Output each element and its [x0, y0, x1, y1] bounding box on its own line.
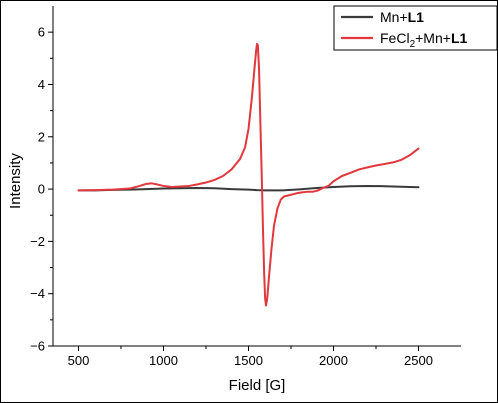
series-layer [77, 42, 420, 307]
y-tick-label: 6 [38, 25, 45, 40]
y-tick-label: 4 [38, 77, 45, 92]
series-line-mn-l1 [77, 184, 420, 192]
y-tick-label: −4 [30, 286, 45, 301]
y-tick-label: −6 [30, 339, 45, 354]
x-axis-title: Field [G] [229, 377, 286, 394]
x-tick-label: 1500 [234, 353, 263, 368]
legend-label-mn-l1: Mn+L1 [380, 9, 424, 25]
series-line-fecl2-mn-l1 [77, 42, 420, 307]
legend: Mn+L1 FeCl2+Mn+L1 [333, 5, 498, 51]
y-tick-label: 0 [38, 182, 45, 197]
plot-area [52, 6, 461, 347]
x-tick-label: 500 [68, 353, 90, 368]
axis-ticks: 500 1000 1500 2000 2500 −6 −4 −2 0 2 4 6 [30, 25, 433, 368]
y-tick-label: −2 [30, 234, 45, 249]
y-tick-label: 2 [38, 129, 45, 144]
legend-label-fecl2-mn-l1: FeCl2+Mn+L1 [380, 30, 467, 50]
x-tick-label: 2500 [404, 353, 433, 368]
x-tick-label: 2000 [319, 353, 348, 368]
legend-box [333, 5, 498, 51]
y-axis-title: Intensity [7, 153, 24, 209]
x-tick-label: 1000 [149, 353, 178, 368]
